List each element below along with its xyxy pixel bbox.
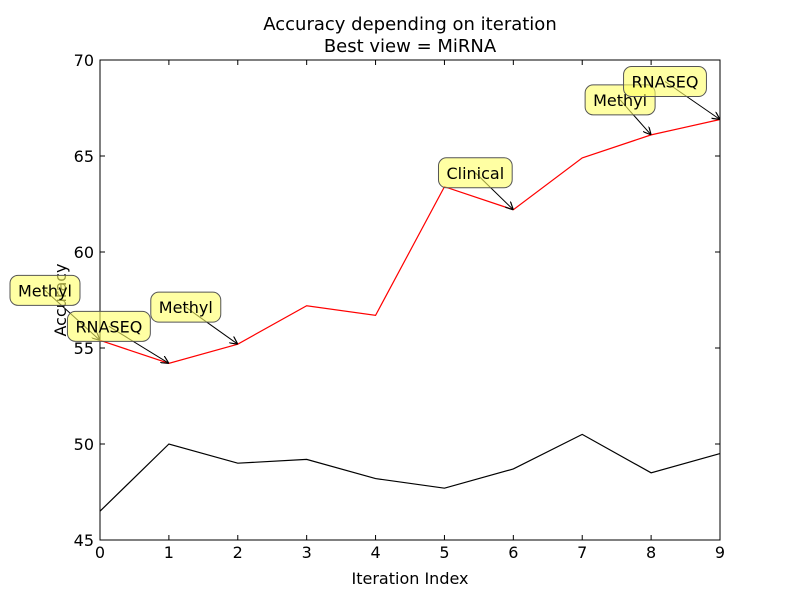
x-tick-label: 9 (715, 543, 725, 562)
y-tick-label: 60 (74, 243, 94, 262)
annotation-2: RNASEQ (66, 310, 168, 363)
plot-area (99, 59, 721, 541)
x-tick-label: 5 (439, 543, 449, 562)
plot-border (99, 59, 721, 541)
annotation-label: RNASEQ (632, 73, 699, 92)
x-tick-label: 6 (508, 543, 518, 562)
chart-title: Accuracy depending on iteration (263, 14, 556, 35)
x-tick-label: 8 (646, 543, 656, 562)
annotation-box (623, 66, 707, 98)
annotation-box (437, 157, 513, 189)
series-line-1 (99, 118, 721, 364)
annotation-label: Methyl (159, 298, 213, 317)
y-tick-label: 55 (74, 339, 94, 358)
y-tick-label: 65 (74, 147, 94, 166)
annotation-3: Methyl (150, 291, 238, 344)
series-layer (99, 118, 721, 512)
annotation-label: Methyl (18, 281, 72, 300)
annotation-box (150, 291, 222, 323)
annotation-box (66, 310, 151, 342)
chart-subtitle: Best view = MiRNA (324, 36, 497, 57)
x-axis-label: Iteration Index (352, 569, 469, 588)
y-tick-label: 50 (74, 435, 94, 454)
x-tick-label: 2 (233, 543, 243, 562)
x-tick-label: 3 (302, 543, 312, 562)
annotation-box (9, 274, 81, 306)
annotation-label: RNASEQ (75, 317, 142, 336)
annotation-label: Clinical (446, 164, 504, 183)
annotation-1: Methyl (9, 274, 100, 340)
annotation-4: Clinical (437, 157, 513, 210)
series-line-2 (99, 433, 721, 512)
annotation-6: RNASEQ (623, 66, 720, 120)
x-tick-label: 4 (370, 543, 380, 562)
y-tick-label: 45 (74, 531, 94, 550)
y-tick-label: 70 (74, 51, 94, 70)
x-tick-label: 1 (164, 543, 174, 562)
x-tick-label: 7 (577, 543, 587, 562)
x-tick-label: 0 (95, 543, 105, 562)
